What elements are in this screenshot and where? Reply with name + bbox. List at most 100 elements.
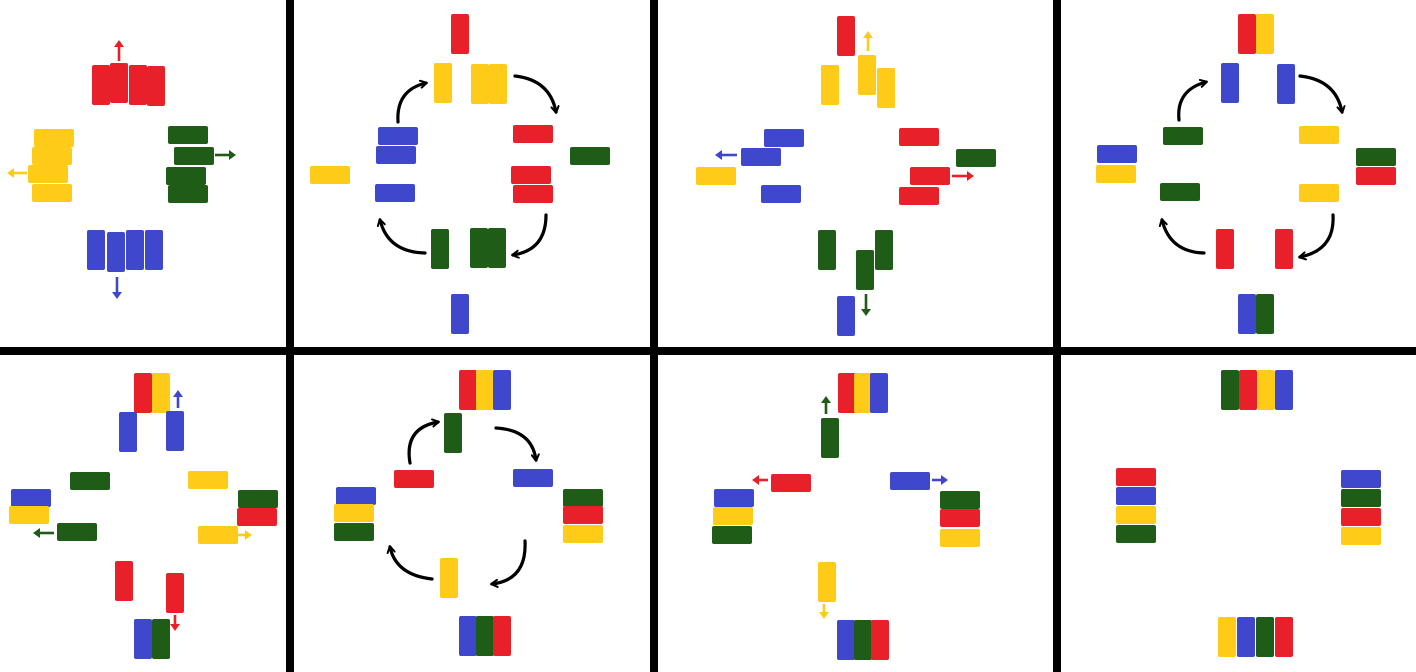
- blue-block: [119, 412, 137, 452]
- red-block: [837, 16, 855, 56]
- blue-block: [166, 411, 184, 451]
- yellow-block: [818, 562, 836, 602]
- curved-arrow-icon: [1162, 220, 1206, 255]
- curved-arrow-icon: [513, 74, 556, 112]
- green-block: [570, 147, 610, 165]
- red-block: [451, 14, 469, 54]
- red-block: [166, 573, 184, 613]
- curved-arrow-icon: [396, 83, 426, 124]
- blue-block: [134, 619, 152, 659]
- yellow-block: [1341, 527, 1381, 545]
- yellow-block: [476, 370, 494, 410]
- green-arrow-icon: [229, 150, 236, 160]
- yellow-block: [854, 373, 872, 413]
- blue-block: [11, 489, 51, 507]
- yellow-block: [696, 167, 736, 185]
- yellow-block: [1116, 506, 1156, 524]
- blue-block: [1221, 63, 1239, 103]
- red-block: [134, 373, 152, 413]
- green-block: [488, 228, 506, 268]
- blue-block: [1277, 64, 1295, 104]
- curved-arrow-icon: [390, 547, 434, 581]
- red-arrow-icon: [170, 624, 180, 631]
- green-block: [1341, 489, 1381, 507]
- red-block: [147, 66, 165, 106]
- yellow-arrow-icon: [819, 612, 829, 619]
- yellow-block: [489, 64, 507, 104]
- yellow-block: [471, 64, 489, 104]
- blue-block: [764, 129, 804, 147]
- curved-arrow-icon: [1177, 82, 1206, 122]
- green-block: [168, 126, 208, 144]
- green-block: [57, 523, 97, 541]
- green-block: [1356, 148, 1396, 166]
- red-block: [459, 370, 477, 410]
- blue-block: [376, 146, 416, 164]
- yellow-block: [877, 68, 895, 108]
- yellow-block: [713, 507, 753, 525]
- green-block: [821, 418, 839, 458]
- red-block: [1275, 617, 1293, 657]
- red-block: [838, 373, 856, 413]
- blue-block: [493, 370, 511, 410]
- blue-arrow-icon: [941, 475, 948, 485]
- curved-arrow-icon: [1298, 74, 1342, 112]
- curved-arrow-icon: [380, 220, 427, 255]
- yellow-block: [563, 525, 603, 543]
- yellow-block: [1218, 617, 1236, 657]
- red-block: [129, 65, 147, 105]
- curved-arrow-icon: [407, 422, 438, 465]
- blue-block: [126, 230, 144, 270]
- blue-block: [1097, 145, 1137, 163]
- red-block: [1356, 167, 1396, 185]
- yellow-block: [1299, 126, 1339, 144]
- blue-block: [761, 185, 801, 203]
- blue-block: [378, 127, 418, 145]
- curved-arrow-icon: [1300, 213, 1335, 257]
- green-block: [940, 491, 980, 509]
- yellow-block: [28, 165, 68, 183]
- curved-arrows-layer: [380, 74, 1342, 584]
- green-block: [476, 616, 494, 656]
- red-block: [513, 125, 553, 143]
- red-block: [871, 620, 889, 660]
- red-arrow-icon: [114, 40, 124, 47]
- green-block: [1163, 127, 1203, 145]
- yellow-block: [188, 471, 228, 489]
- green-block: [431, 229, 449, 269]
- blue-block: [459, 616, 477, 656]
- red-block: [493, 616, 511, 656]
- blue-block: [837, 296, 855, 336]
- blue-block: [107, 232, 125, 272]
- green-block: [1221, 370, 1239, 410]
- red-arrow-icon: [967, 171, 974, 181]
- green-block: [1160, 183, 1200, 201]
- yellow-block: [310, 166, 350, 184]
- green-block: [712, 526, 752, 544]
- blue-block: [1341, 470, 1381, 488]
- red-block: [563, 506, 603, 524]
- green-arrow-icon: [33, 528, 40, 538]
- yellow-arrow-icon: [7, 168, 14, 178]
- red-block: [940, 509, 980, 527]
- red-block: [92, 65, 110, 105]
- blue-block: [741, 148, 781, 166]
- yellow-block: [152, 373, 170, 413]
- blue-block: [837, 620, 855, 660]
- yellow-block: [440, 558, 458, 598]
- yellow-arrow-icon: [863, 31, 873, 38]
- green-block: [875, 230, 893, 270]
- yellow-block: [32, 184, 72, 202]
- red-block: [1341, 508, 1381, 526]
- green-block: [238, 490, 278, 508]
- yellow-block: [821, 65, 839, 105]
- yellow-block: [32, 147, 72, 165]
- green-block: [563, 489, 603, 507]
- yellow-block: [940, 529, 980, 547]
- yellow-block: [434, 63, 452, 103]
- straight-arrows-layer: [7, 31, 974, 631]
- red-block: [1275, 229, 1293, 269]
- green-block: [818, 230, 836, 270]
- green-block: [470, 228, 488, 268]
